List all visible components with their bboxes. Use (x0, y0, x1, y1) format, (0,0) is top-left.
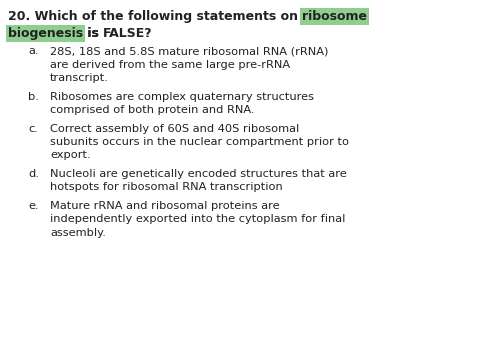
Text: 20. Which of the following statements on: 20. Which of the following statements on (8, 10, 302, 23)
Text: 28S, 18S and 5.8S mature ribosomal RNA (rRNA): 28S, 18S and 5.8S mature ribosomal RNA (… (50, 46, 328, 56)
Text: transcript.: transcript. (50, 73, 108, 83)
Text: is: is (83, 27, 103, 40)
Text: Mature rRNA and ribosomal proteins are: Mature rRNA and ribosomal proteins are (50, 201, 279, 211)
Text: d.: d. (28, 169, 39, 179)
Text: Correct assembly of 60S and 40S ribosomal: Correct assembly of 60S and 40S ribosoma… (50, 123, 299, 133)
Text: Ribosomes are complex quaternary structures: Ribosomes are complex quaternary structu… (50, 92, 313, 102)
Text: are derived from the same large pre-rRNA: are derived from the same large pre-rRNA (50, 59, 289, 70)
Text: independently exported into the cytoplasm for final: independently exported into the cytoplas… (50, 214, 345, 225)
Text: Nucleoli are genetically encoded structures that are: Nucleoli are genetically encoded structu… (50, 169, 346, 179)
Text: comprised of both protein and RNA.: comprised of both protein and RNA. (50, 105, 254, 115)
Text: export.: export. (50, 151, 90, 161)
Text: biogenesis: biogenesis (8, 27, 83, 40)
Text: ribosome: ribosome (302, 10, 367, 23)
Text: is: is (83, 27, 103, 40)
Text: e.: e. (28, 201, 38, 211)
Text: c.: c. (28, 123, 38, 133)
Text: hotspots for ribosomal RNA transcription: hotspots for ribosomal RNA transcription (50, 182, 282, 192)
Text: FALSE?: FALSE? (103, 27, 153, 40)
Text: subunits occurs in the nuclear compartment prior to: subunits occurs in the nuclear compartme… (50, 137, 348, 147)
Text: assembly.: assembly. (50, 228, 106, 238)
Text: a.: a. (28, 46, 38, 56)
Text: b.: b. (28, 92, 39, 102)
